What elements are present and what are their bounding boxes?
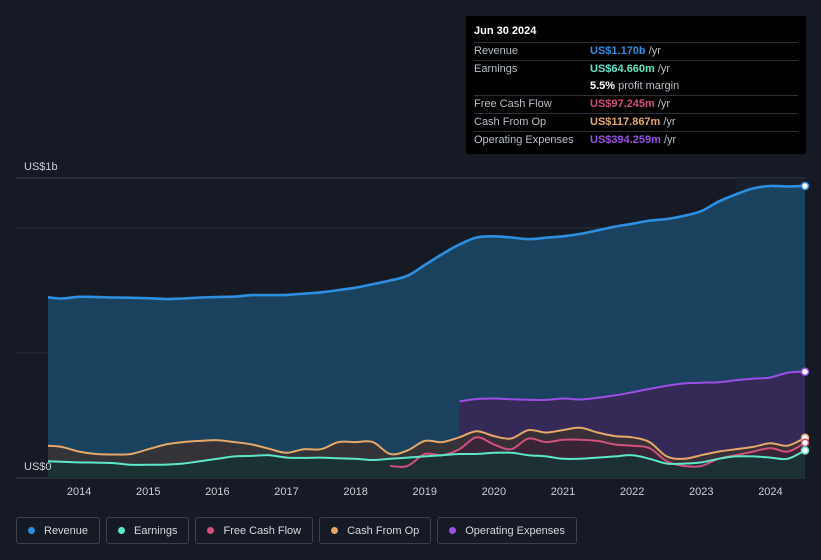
tooltip-row-unit: /yr — [663, 114, 675, 131]
tooltip-row-unit: /yr — [658, 96, 670, 113]
tooltip-row-label — [474, 78, 590, 95]
x-tick-label: 2015 — [136, 486, 160, 498]
tooltip-row-value: US$97.245m — [590, 96, 655, 113]
free-cash-flow-end-point — [802, 439, 809, 446]
tooltip-row-unit: /yr — [664, 132, 676, 149]
tooltip-row: Operating ExpensesUS$394.259m/yr — [474, 131, 798, 149]
legend-dot-icon — [331, 527, 338, 534]
tooltip-row-label: Operating Expenses — [474, 132, 590, 149]
tooltip-row-unit: /yr — [658, 61, 670, 78]
legend-item-earnings[interactable]: Earnings — [106, 517, 189, 544]
operating-expenses-end-point — [802, 368, 809, 375]
tooltip-row-value: US$394.259m — [590, 132, 661, 149]
legend-label: Free Cash Flow — [223, 525, 301, 537]
chart-tooltip: Jun 30 2024 RevenueUS$1.170b/yrEarningsU… — [466, 16, 806, 154]
tooltip-row-label: Free Cash Flow — [474, 96, 590, 113]
legend-item-free-cash-flow[interactable]: Free Cash Flow — [195, 517, 313, 544]
x-tick-label: 2017 — [274, 486, 298, 498]
tooltip-row: EarningsUS$64.660m/yr — [474, 60, 798, 78]
legend-dot-icon — [118, 527, 125, 534]
legend-label: Revenue — [44, 525, 88, 537]
tooltip-row-unit: profit margin — [618, 78, 679, 95]
x-tick-label: 2014 — [67, 486, 91, 498]
legend-label: Cash From Op — [347, 525, 419, 537]
legend-item-operating-expenses[interactable]: Operating Expenses — [437, 517, 577, 544]
earnings-end-point — [802, 447, 809, 454]
revenue-end-point — [802, 183, 809, 190]
legend-label: Operating Expenses — [465, 525, 565, 537]
tooltip-row: Free Cash FlowUS$97.245m/yr — [474, 95, 798, 113]
legend-dot-icon — [449, 527, 456, 534]
tooltip-row-value: 5.5% — [590, 78, 615, 95]
tooltip-row: 5.5%profit margin — [474, 78, 798, 95]
x-tick-label: 2020 — [482, 486, 506, 498]
legend-item-cash-from-op[interactable]: Cash From Op — [319, 517, 431, 544]
x-tick-label: 2024 — [758, 486, 782, 498]
tooltip-rows: RevenueUS$1.170b/yrEarningsUS$64.660m/yr… — [474, 42, 798, 149]
tooltip-row: Cash From OpUS$117.867m/yr — [474, 113, 798, 131]
tooltip-row-value: US$1.170b — [590, 43, 646, 60]
tooltip-row-label: Cash From Op — [474, 114, 590, 131]
tooltip-row: RevenueUS$1.170b/yr — [474, 42, 798, 60]
x-tick-label: 2018 — [343, 486, 367, 498]
legend-item-revenue[interactable]: Revenue — [16, 517, 100, 544]
tooltip-date: Jun 30 2024 — [474, 23, 798, 40]
tooltip-row-value: US$64.660m — [590, 61, 655, 78]
tooltip-row-label: Revenue — [474, 43, 590, 60]
tooltip-row-value: US$117.867m — [590, 114, 660, 131]
y-axis-bottom-label: US$0 — [24, 461, 52, 473]
chart-legend: Revenue Earnings Free Cash Flow Cash From O… — [16, 517, 577, 544]
y-axis-top-label: US$1b — [24, 161, 58, 173]
tooltip-row-unit: /yr — [649, 43, 661, 60]
x-tick-label: 2016 — [205, 486, 229, 498]
x-tick-label: 2019 — [413, 486, 437, 498]
tooltip-row-label: Earnings — [474, 61, 590, 78]
legend-label: Earnings — [134, 525, 177, 537]
x-tick-label: 2021 — [551, 486, 575, 498]
legend-dot-icon — [28, 527, 35, 534]
x-tick-label: 2022 — [620, 486, 644, 498]
x-axis-ticks: 2014 2015 2016 2017 2018 2019 2020 2021 2022 2023… — [67, 486, 783, 498]
series-areas — [48, 186, 805, 478]
x-tick-label: 2023 — [689, 486, 713, 498]
legend-dot-icon — [207, 527, 214, 534]
